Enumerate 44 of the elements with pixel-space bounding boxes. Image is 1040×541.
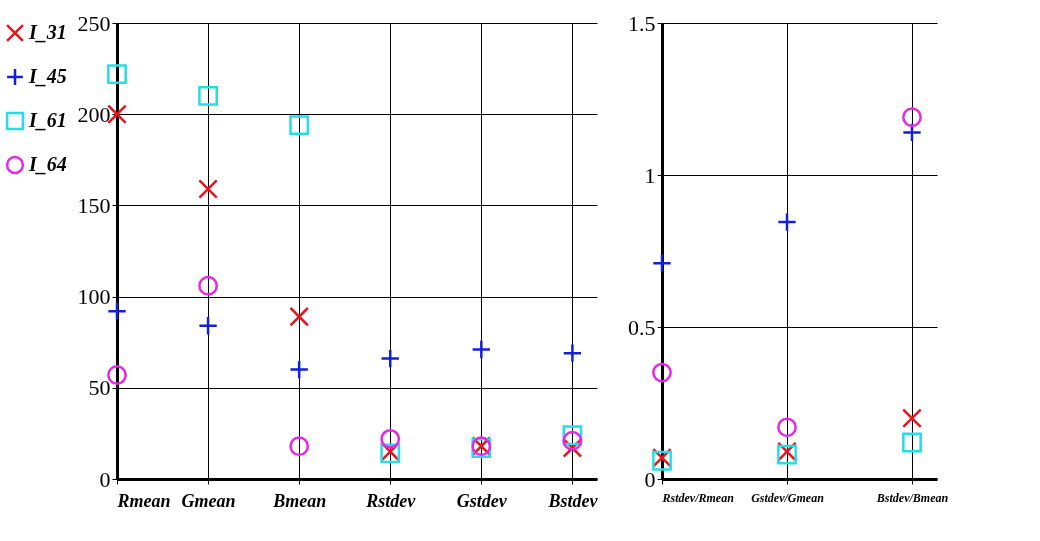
legend-label: I_64 (28, 153, 67, 175)
x-tick-label: Bmean (272, 490, 327, 511)
y-tick-label: 250 (77, 10, 111, 36)
point (289, 359, 310, 380)
point (380, 428, 401, 449)
point (562, 430, 583, 451)
point (902, 432, 922, 453)
point (198, 179, 218, 199)
point (562, 343, 583, 364)
legend-label: I_45 (28, 65, 67, 87)
point (198, 275, 218, 296)
legend-label: I_31 (28, 21, 67, 43)
point (777, 417, 797, 438)
point (289, 436, 310, 457)
y-tick-label: 0.5 (628, 314, 656, 340)
point (198, 315, 218, 336)
point (380, 348, 401, 369)
x-tick-label: Bstdev/Bmean (875, 490, 949, 505)
x-tick-label: Bstdev (547, 490, 599, 511)
legend-label: I_61 (28, 109, 67, 131)
x-tick-label: Rstdev (365, 490, 417, 511)
point (198, 86, 218, 106)
x-tick-label: Gstdev/Gmean (751, 490, 825, 505)
point (471, 339, 492, 360)
y-tick-label: 100 (77, 284, 111, 310)
x-tick-label: Rmean (116, 490, 171, 511)
y-tick-label: 200 (77, 101, 111, 127)
y-tick-label: 1.5 (628, 10, 656, 36)
point (289, 306, 310, 327)
point (652, 253, 672, 274)
point (777, 212, 797, 233)
x-tick-label: Gstdev (456, 490, 508, 511)
point (652, 362, 672, 383)
y-tick-label: 0 (99, 466, 111, 492)
y-tick-label: 1 (644, 162, 656, 188)
y-tick-label: 150 (77, 192, 111, 218)
point (289, 115, 310, 136)
y-tick-label: 50 (88, 375, 111, 401)
point (902, 408, 922, 429)
x-tick-label: Rstdev/Rmean (661, 490, 735, 505)
point (107, 64, 127, 84)
x-tick-label: Gmean (181, 490, 236, 511)
y-tick-label: 0 (644, 466, 656, 492)
point (902, 107, 922, 128)
